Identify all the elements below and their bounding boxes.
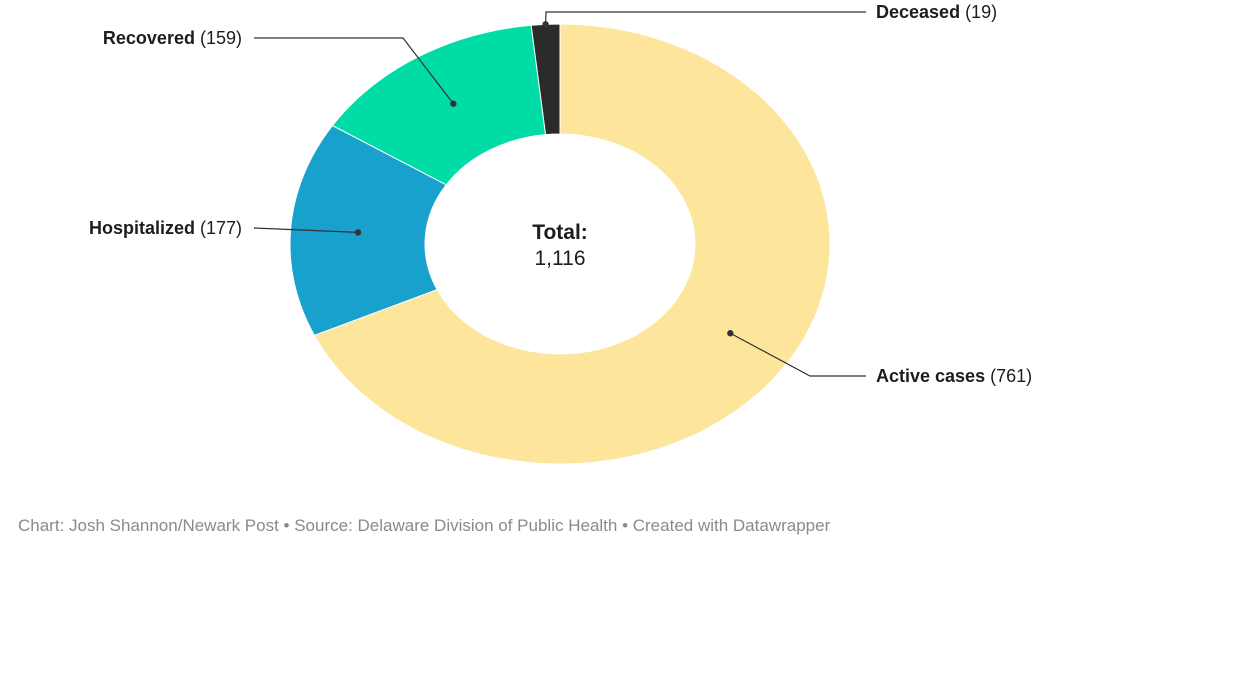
leader-line-deceased xyxy=(544,11,866,25)
slice-label-name: Deceased xyxy=(876,2,960,22)
leader-dot-active-cases xyxy=(727,330,734,337)
slice-labels: Active cases (761) Hospitalized (177) Reco… xyxy=(89,2,1032,386)
center-total-value: 1,116 xyxy=(535,247,586,270)
slice-label-hospitalized: Hospitalized (177) xyxy=(89,218,242,238)
slice-label-value: (19) xyxy=(960,2,997,22)
slice-hospitalized xyxy=(289,124,448,336)
chart-footer-credits: Chart: Josh Shannon/Newark Post • Source… xyxy=(18,516,831,535)
donut-center: Total: 1,116 xyxy=(532,221,588,270)
slice-label-active-cases: Active cases (761) xyxy=(876,366,1032,386)
donut-slices xyxy=(289,23,831,465)
slice-label-value: (159) xyxy=(195,28,242,48)
slice-label-name: Active cases xyxy=(876,366,985,386)
slice-recovered xyxy=(331,24,547,186)
slice-label-name: Hospitalized xyxy=(89,218,195,238)
leader-line-recovered xyxy=(254,37,454,105)
donut-chart: Active cases (761) Hospitalized (177) Reco… xyxy=(89,2,1032,465)
leader-line-hospitalized xyxy=(253,227,359,233)
label-leader-lines xyxy=(253,11,866,377)
center-total-label: Total: xyxy=(532,221,588,244)
slice-label-value: (177) xyxy=(195,218,242,238)
slice-label-name: Recovered xyxy=(103,28,195,48)
leader-line-active-cases xyxy=(730,332,866,377)
slice-label-recovered: Recovered (159) xyxy=(103,28,242,48)
slice-active-cases xyxy=(313,23,831,465)
slice-label-value: (761) xyxy=(985,366,1032,386)
slice-label-deceased: Deceased (19) xyxy=(876,2,997,22)
slice-deceased xyxy=(530,23,561,136)
